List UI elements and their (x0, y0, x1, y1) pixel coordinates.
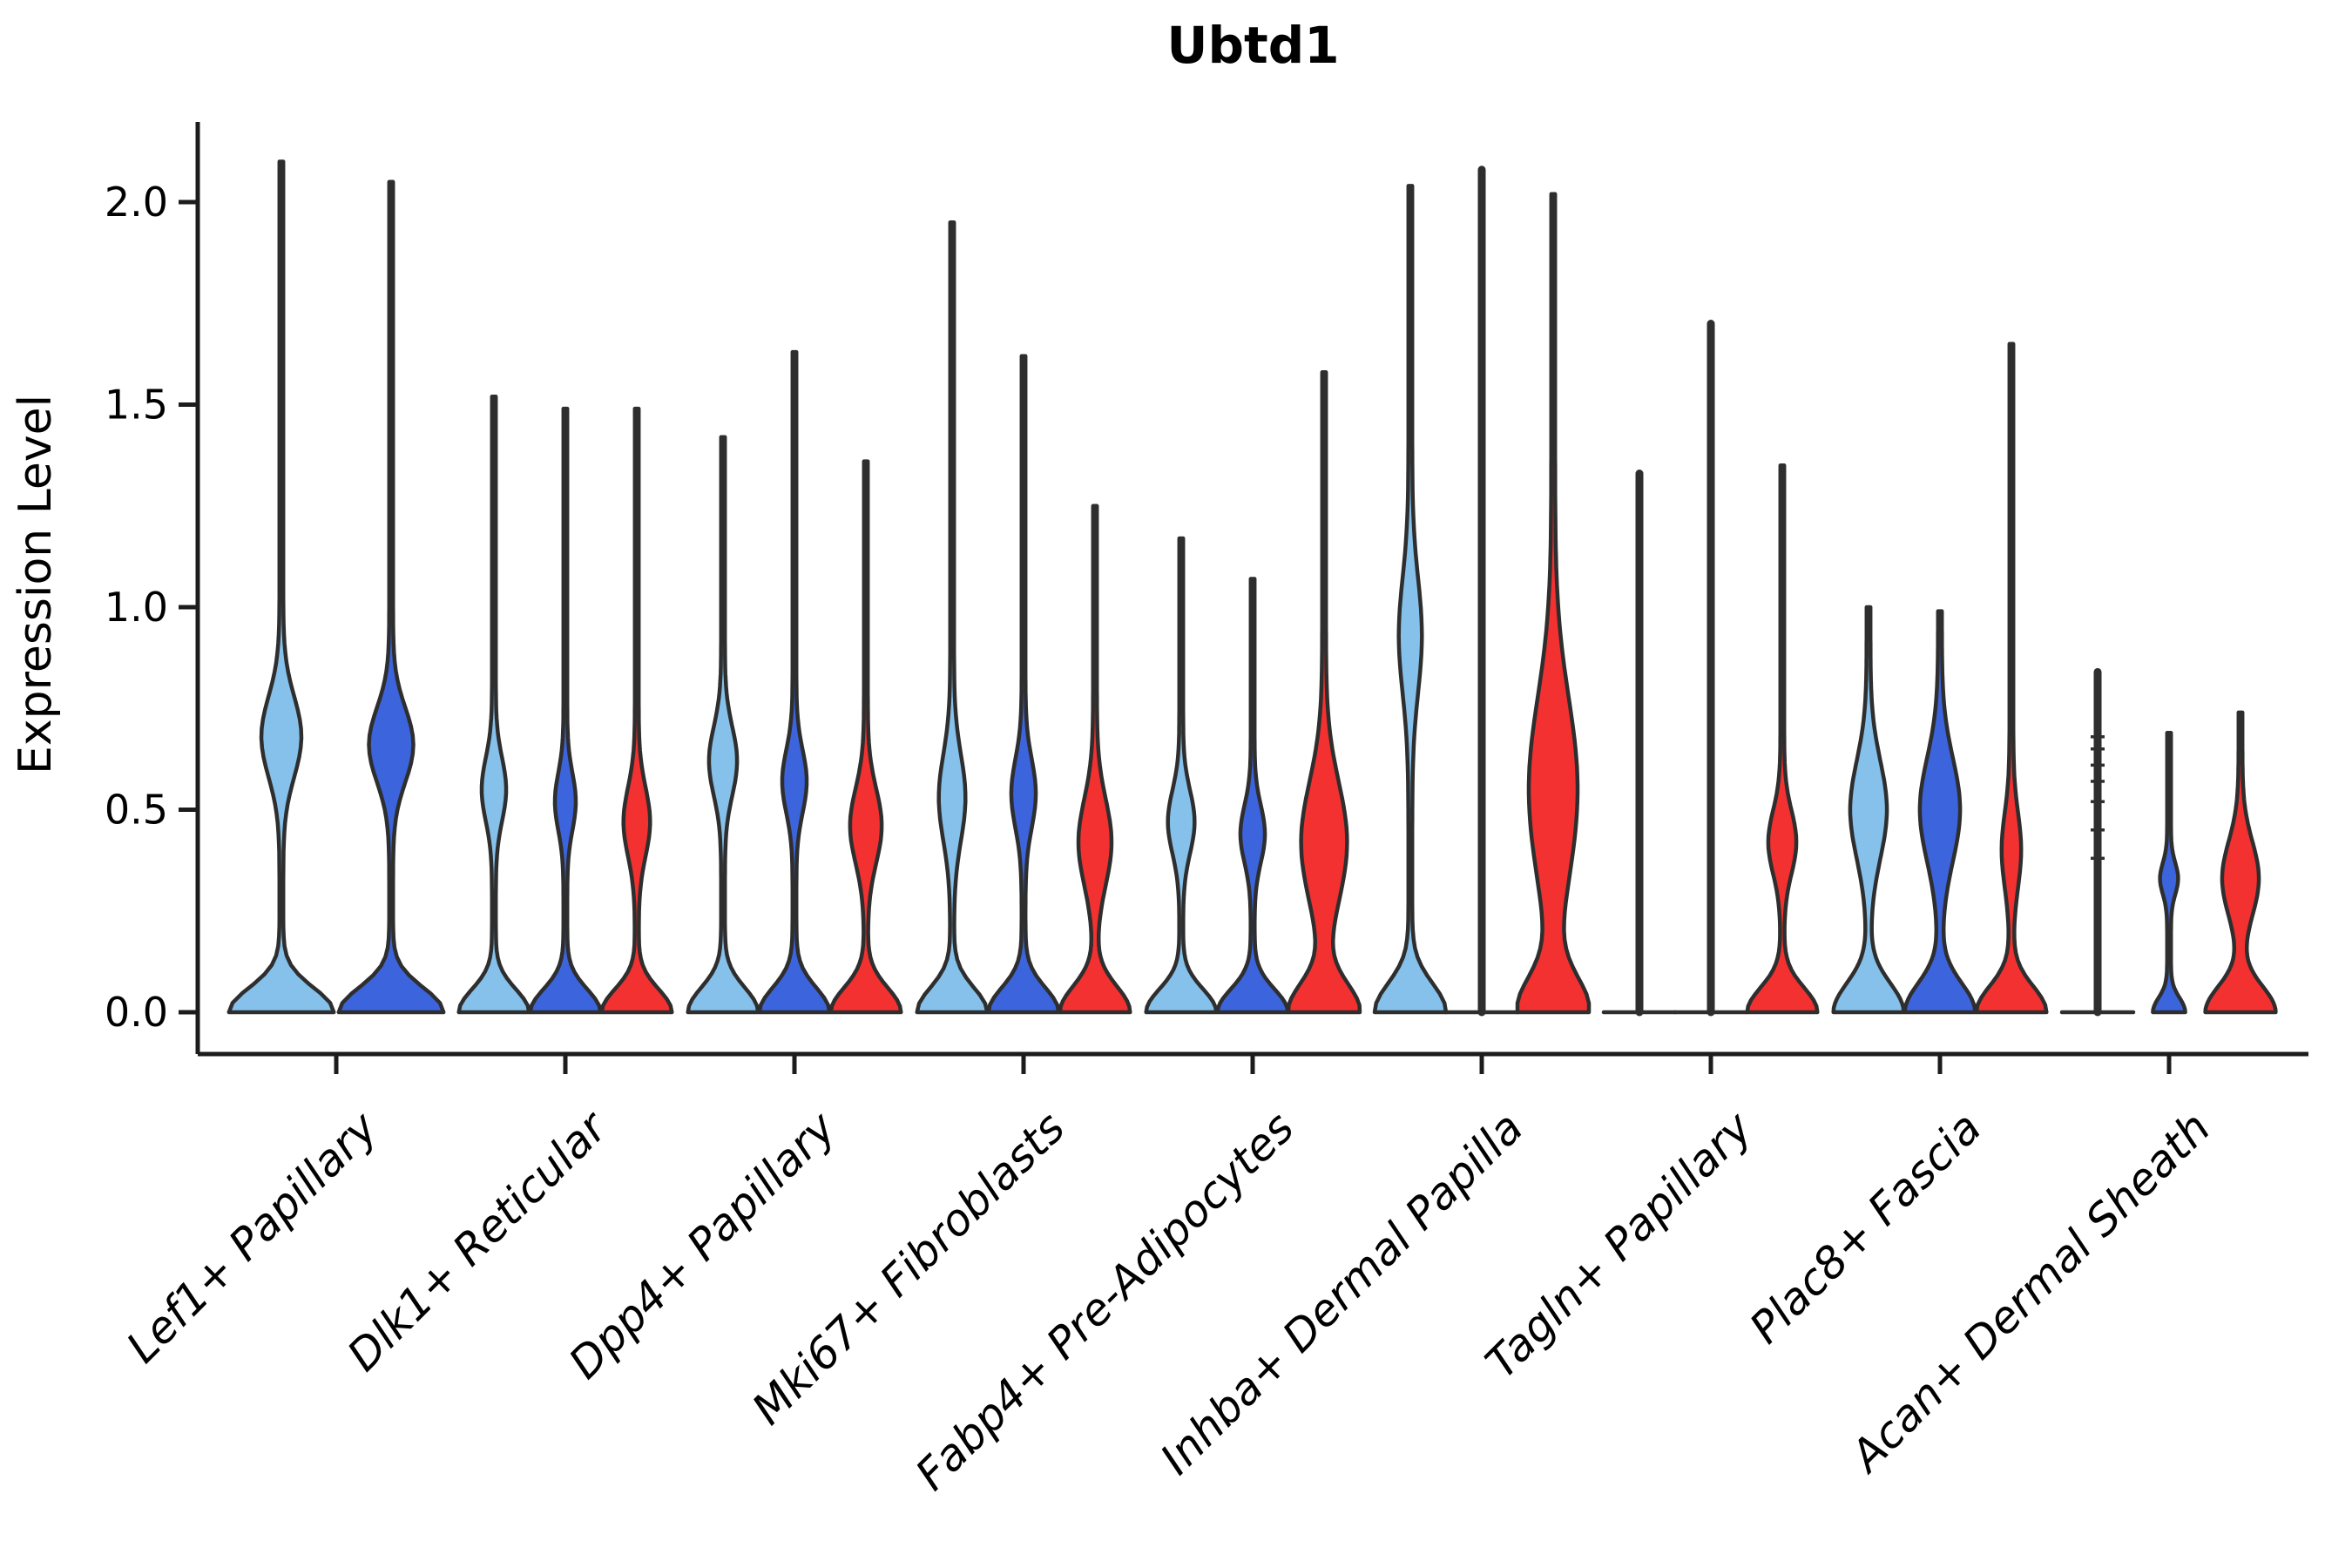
violin-plac8-fascia-royal-blue (1903, 609, 1977, 1015)
violin-mki67-fibroblasts-light-blue (915, 220, 990, 1015)
violin-tagln-papillary-red (1745, 463, 1820, 1015)
violin-dpp4-papillary-royal-blue (757, 349, 832, 1015)
violin-lef1-papillary-royal-blue (336, 179, 446, 1015)
violin-plac8-fascia-red (1974, 341, 2049, 1015)
violin-mki67-fibroblasts-royal-blue (986, 354, 1061, 1015)
y-axis-title: Expression Level (10, 395, 62, 774)
violin-mki67-fibroblasts-red (1058, 504, 1132, 1015)
violin-inhba-dermal-papilla-red (1515, 192, 1592, 1015)
violin-dlk1-reticular-light-blue (456, 394, 531, 1015)
violin-dpp4-papillary-red (828, 459, 903, 1015)
violin-dlk1-reticular-royal-blue (528, 406, 603, 1015)
chart-title: Ubtd1 (1166, 16, 1339, 75)
violin-plac8-fascia-light-blue (1831, 605, 1906, 1015)
y-tick-label: 0.0 (105, 989, 168, 1036)
violin-dpp4-papillary-light-blue (686, 435, 760, 1015)
violin-inhba-dermal-papilla-light-blue (1372, 184, 1449, 1015)
violin-fabp4-pre-adipocytes-royal-blue (1215, 577, 1290, 1015)
y-tick-label: 2.0 (105, 179, 168, 226)
y-tick-label: 1.5 (105, 382, 168, 429)
violin-lef1-papillary-light-blue (226, 159, 336, 1015)
violin-acan-dermal-sheath-royal-blue (2151, 730, 2187, 1015)
violin-acan-dermal-sheath-red (2203, 710, 2278, 1015)
y-tick-label: 0.5 (105, 787, 168, 834)
y-tick-label: 1.0 (105, 584, 168, 631)
violin-fabp4-pre-adipocytes-light-blue (1144, 536, 1219, 1015)
violin-dlk1-reticular-red (599, 406, 674, 1015)
violin-fabp4-pre-adipocytes-red (1286, 370, 1362, 1015)
